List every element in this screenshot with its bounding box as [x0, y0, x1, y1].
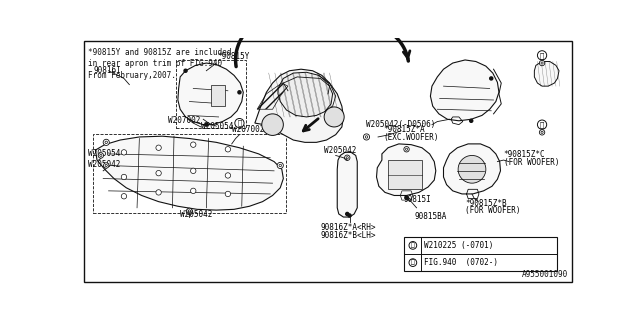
Text: W210225 (-0701): W210225 (-0701)	[424, 241, 493, 250]
Text: ①: ①	[237, 120, 241, 126]
Circle shape	[541, 131, 543, 133]
Text: (FOR WOOFER): (FOR WOOFER)	[504, 158, 559, 167]
Text: ①: ①	[411, 243, 415, 248]
Circle shape	[187, 208, 192, 213]
Polygon shape	[444, 144, 500, 194]
Circle shape	[238, 91, 241, 94]
Text: W205054: W205054	[88, 149, 120, 158]
Circle shape	[458, 156, 486, 183]
Circle shape	[324, 107, 344, 127]
Circle shape	[156, 145, 161, 150]
Bar	[388, 160, 422, 189]
Circle shape	[191, 188, 196, 194]
Text: *90815Z*B: *90815Z*B	[465, 199, 507, 208]
Circle shape	[348, 214, 351, 217]
Text: 90816Z*A<RH>: 90816Z*A<RH>	[320, 223, 376, 232]
Circle shape	[405, 196, 408, 199]
Circle shape	[364, 134, 369, 140]
Circle shape	[346, 212, 349, 215]
Polygon shape	[376, 144, 436, 196]
Polygon shape	[178, 63, 243, 124]
Circle shape	[105, 164, 108, 166]
Text: W207002: W207002	[168, 116, 200, 125]
Circle shape	[156, 190, 161, 195]
Circle shape	[538, 120, 547, 129]
Circle shape	[344, 155, 350, 160]
Text: 90815I: 90815I	[403, 195, 431, 204]
Circle shape	[156, 171, 161, 176]
Text: *90815Z*A: *90815Z*A	[383, 125, 425, 134]
Text: W207002: W207002	[232, 125, 264, 134]
Text: (FOR WOOFER): (FOR WOOFER)	[465, 206, 520, 215]
Circle shape	[262, 114, 284, 135]
Text: *90815Y: *90815Y	[217, 52, 250, 61]
Circle shape	[191, 168, 196, 173]
Polygon shape	[255, 69, 344, 142]
Circle shape	[98, 153, 104, 158]
Circle shape	[365, 136, 368, 138]
Text: W205054: W205054	[201, 122, 234, 131]
Circle shape	[409, 259, 417, 267]
Text: ①: ①	[540, 52, 544, 59]
Circle shape	[121, 150, 127, 155]
Text: A955001090: A955001090	[522, 270, 568, 279]
Text: W205042: W205042	[88, 160, 120, 169]
Circle shape	[188, 211, 191, 213]
Text: 90816I: 90816I	[93, 66, 121, 75]
Text: ①: ①	[540, 121, 544, 128]
Circle shape	[100, 154, 102, 156]
Text: 90815BA: 90815BA	[414, 212, 447, 221]
Circle shape	[279, 164, 282, 167]
Circle shape	[205, 123, 208, 126]
Polygon shape	[534, 61, 559, 86]
Text: *90815Z*C: *90815Z*C	[504, 150, 545, 159]
Circle shape	[346, 157, 348, 159]
Circle shape	[188, 210, 191, 212]
Text: *90815Y and 90815Z are included
in rear apron trim of FIG.940
From February,2007: *90815Y and 90815Z are included in rear …	[88, 48, 231, 80]
Text: W205042: W205042	[324, 147, 356, 156]
Circle shape	[540, 60, 545, 66]
Circle shape	[490, 77, 493, 80]
Circle shape	[191, 142, 196, 147]
Text: W205042: W205042	[180, 210, 212, 219]
Text: FIG.940  (0702-): FIG.940 (0702-)	[424, 258, 498, 267]
Circle shape	[470, 119, 473, 122]
Circle shape	[406, 148, 408, 150]
Circle shape	[225, 191, 230, 196]
Circle shape	[103, 139, 109, 145]
Bar	[175, 60, 246, 128]
Circle shape	[541, 62, 543, 64]
Text: (EXC.WOOFER): (EXC.WOOFER)	[383, 132, 439, 141]
Circle shape	[225, 173, 230, 178]
Text: ①: ①	[411, 260, 415, 265]
Circle shape	[121, 174, 127, 180]
Bar	[404, 237, 557, 271]
Circle shape	[104, 163, 109, 168]
Circle shape	[121, 194, 127, 199]
Polygon shape	[337, 152, 357, 217]
Circle shape	[105, 141, 108, 144]
Circle shape	[404, 147, 409, 152]
Polygon shape	[95, 136, 284, 210]
Circle shape	[184, 69, 187, 72]
Circle shape	[225, 147, 230, 152]
Text: W205042(-D0506): W205042(-D0506)	[367, 120, 436, 129]
Circle shape	[277, 162, 284, 169]
Bar	[211, 84, 225, 106]
Polygon shape	[278, 72, 333, 117]
Bar	[93, 134, 285, 213]
Circle shape	[409, 242, 417, 249]
Circle shape	[235, 118, 244, 128]
Circle shape	[538, 51, 547, 60]
Circle shape	[540, 130, 545, 135]
Circle shape	[186, 209, 193, 215]
Polygon shape	[431, 60, 499, 121]
Text: 90816Z*B<LH>: 90816Z*B<LH>	[320, 231, 376, 240]
